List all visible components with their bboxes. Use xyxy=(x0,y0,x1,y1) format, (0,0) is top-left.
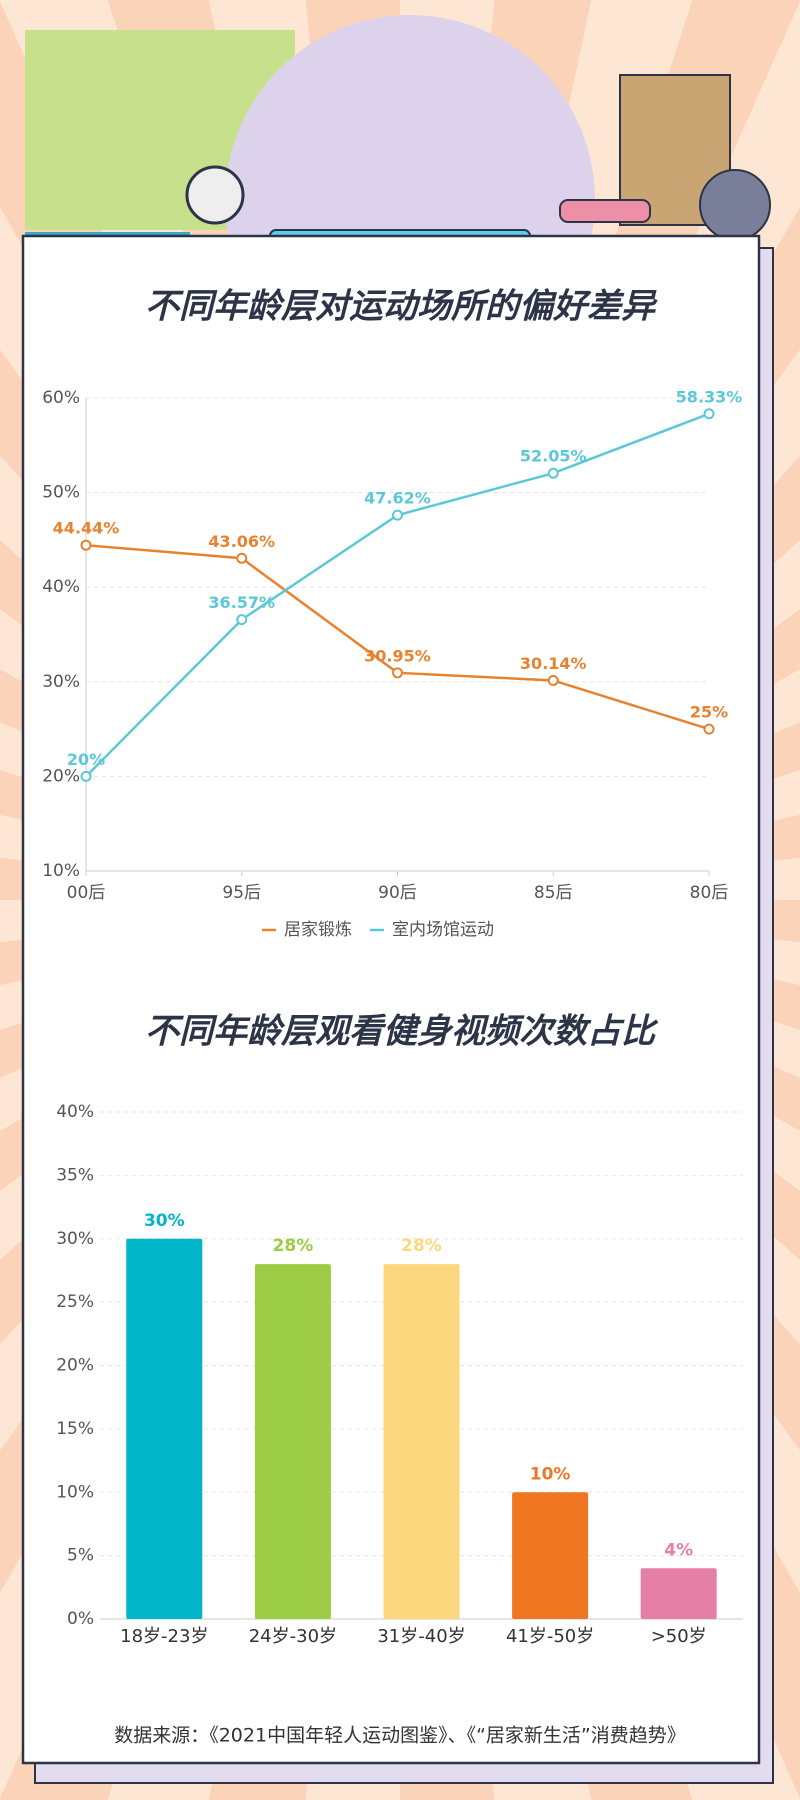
data-label: 20% xyxy=(67,750,105,769)
point xyxy=(80,770,92,782)
data-label: 30.14% xyxy=(520,654,587,673)
x-tick-label: 00后 xyxy=(67,883,106,903)
point xyxy=(703,408,715,420)
point xyxy=(547,674,559,686)
point xyxy=(703,723,715,735)
deco-dumbbell xyxy=(559,199,651,223)
bar xyxy=(383,1264,460,1619)
y-tick-label: 50% xyxy=(42,483,80,503)
y-tick-label: 5% xyxy=(67,1546,94,1566)
data-label: 58.33% xyxy=(676,387,743,406)
y-tick-label: 30% xyxy=(42,672,80,692)
data-label: 52.05% xyxy=(520,447,587,466)
x-tick-label: 80后 xyxy=(690,883,729,903)
point xyxy=(392,667,403,679)
data-label: 43.06% xyxy=(208,532,275,551)
deco-ball xyxy=(699,169,771,241)
point xyxy=(547,467,559,479)
bar xyxy=(640,1568,717,1619)
data-label: 10% xyxy=(530,1464,571,1484)
data-label: 4% xyxy=(664,1540,693,1560)
data-label: 44.44% xyxy=(53,519,120,538)
bar xyxy=(126,1238,203,1619)
point xyxy=(236,614,248,626)
y-tick-label: 10% xyxy=(56,1482,94,1502)
y-tick-label: 40% xyxy=(56,1102,94,1122)
x-tick-label: 41岁-50岁 xyxy=(506,1626,594,1647)
data-label: 25% xyxy=(690,703,728,722)
legend-label: 居家锻炼 xyxy=(284,920,352,940)
point xyxy=(392,509,403,521)
y-tick-label: 35% xyxy=(56,1165,94,1185)
data-label: 28% xyxy=(273,1236,314,1256)
y-tick-label: 10% xyxy=(42,861,80,881)
source: 数据来源：《2021中国年轻人运动图鉴》、《“居家新生活”消费趋势》 xyxy=(114,1725,686,1747)
x-tick-label: 85后 xyxy=(534,883,573,903)
chart-title: 不同年龄层观看健身视频次数占比 xyxy=(145,1012,659,1052)
data-label: 30% xyxy=(144,1211,185,1231)
x-tick-label: >50岁 xyxy=(651,1626,707,1647)
y-tick-label: 25% xyxy=(56,1292,94,1312)
y-tick-label: 60% xyxy=(42,388,80,408)
bar xyxy=(254,1264,331,1619)
bar xyxy=(512,1492,589,1619)
y-tick-label: 30% xyxy=(56,1229,94,1249)
point xyxy=(236,552,248,564)
y-tick-label: 20% xyxy=(42,766,80,786)
chart-title: 不同年龄层对运动场所的偏好差异 xyxy=(145,287,658,327)
data-label: 28% xyxy=(401,1236,442,1256)
point xyxy=(80,539,92,551)
y-tick-label: 20% xyxy=(56,1356,94,1376)
deco-weight xyxy=(185,165,245,225)
y-tick-label: 40% xyxy=(42,577,80,597)
x-tick-label: 90后 xyxy=(378,883,417,903)
x-tick-label: 24岁-30岁 xyxy=(249,1626,337,1647)
data-label: 47.62% xyxy=(364,489,431,508)
data-label: 30.95% xyxy=(364,646,431,665)
data-label: 36.57% xyxy=(208,593,275,612)
y-tick-label: 0% xyxy=(67,1609,94,1629)
x-tick-label: 18岁-23岁 xyxy=(120,1626,208,1647)
y-tick-label: 15% xyxy=(56,1419,94,1439)
legend-label: 室内场馆运动 xyxy=(392,920,494,940)
x-tick-label: 31岁-40岁 xyxy=(377,1626,465,1647)
x-tick-label: 95后 xyxy=(222,883,261,903)
